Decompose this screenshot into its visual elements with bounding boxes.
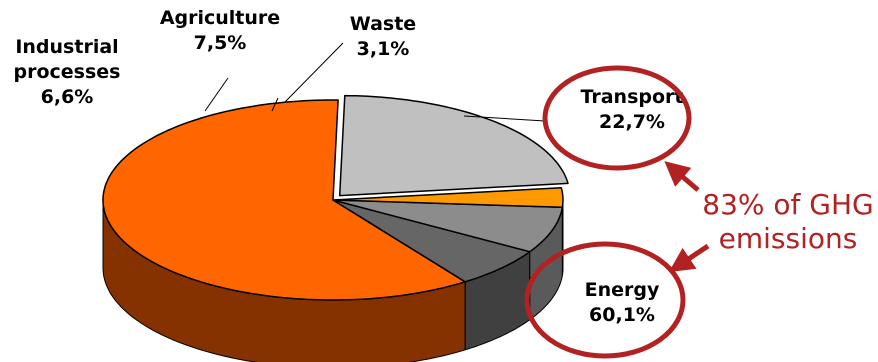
slice-top-waste — [332, 187, 564, 209]
highlight-ellipse-transport — [542, 65, 692, 171]
leader-agriculture — [271, 97, 279, 112]
annotation-line: emissions — [719, 222, 858, 255]
annotation-text: 83% of GHG emissions — [702, 188, 873, 255]
slice-name-agriculture: Agriculture — [160, 7, 280, 29]
slice-name-industrial-processes: Industrial — [15, 36, 118, 58]
slice-value-waste: 3,1% — [357, 38, 410, 60]
slice-label-transport: Transport 22,7% — [580, 86, 683, 133]
slice-value-energy: 60,1% — [589, 304, 655, 326]
slice-label-industrial-processes: Industrial processes 6,6% — [14, 36, 121, 108]
pie-tops — [102, 94, 569, 301]
annotation-group: 83% of GHG emissions — [524, 65, 874, 359]
slice-value-industrial-processes: 6,6% — [41, 86, 94, 108]
slice-value-agriculture: 7,5% — [194, 32, 247, 54]
slice-top-industrial-processes — [332, 199, 531, 283]
leader-waste — [284, 42, 344, 103]
slice-label-agriculture: Agriculture 7,5% — [160, 7, 280, 54]
slice-label-energy: Energy 60,1% — [585, 279, 660, 326]
slice-value-transport: 22,7% — [599, 111, 665, 133]
slice-name-industrial-processes: processes — [14, 61, 121, 83]
leader-industrial-processes — [204, 77, 229, 112]
leader-lines — [204, 42, 546, 122]
annotation-line: 83% of GHG — [702, 188, 873, 221]
slice-top-energy — [102, 99, 466, 301]
slice-name-waste: Waste — [350, 13, 416, 35]
slice-name-energy: Energy — [585, 279, 660, 301]
slice-side-waste — [561, 200, 564, 276]
slice-top-agriculture — [332, 199, 564, 253]
arrow-to-energy — [668, 243, 710, 273]
leader-transport — [463, 115, 546, 122]
arrow-to-transport — [664, 161, 700, 192]
slice-top-transport — [338, 94, 569, 197]
slice-name-transport: Transport — [580, 86, 683, 108]
slice-labels: Transport 22,7% Energy 60,1% Industrial proce… — [14, 7, 684, 326]
slice-label-waste: Waste 3,1% — [350, 13, 416, 60]
highlight-ellipse-energy — [524, 241, 686, 359]
